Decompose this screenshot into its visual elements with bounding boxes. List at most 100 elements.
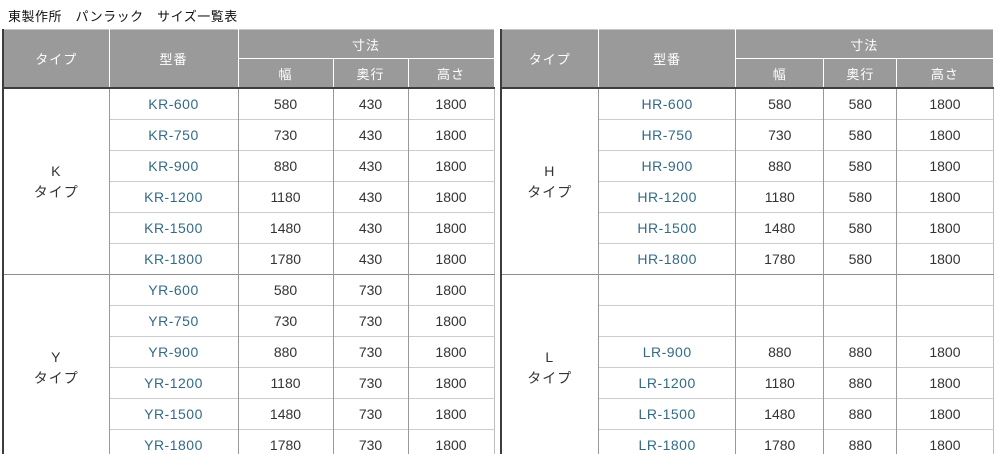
model-link[interactable]: KR-600 (148, 96, 199, 112)
col-header-width: 幅 (237, 58, 334, 89)
width-value: 580 (237, 87, 333, 120)
col-header-model: 型番 (598, 29, 737, 89)
depth-value: 880 (823, 336, 897, 368)
type-label-L: L タイプ (499, 274, 599, 454)
height-value: 1800 (407, 150, 494, 182)
table-row: KR-1200 1180 430 1800 (3, 181, 494, 213)
height-value: 1800 (407, 87, 494, 120)
model-cell: HR-600 (598, 87, 736, 120)
col-header-dims: 寸法 (237, 29, 495, 59)
width-value: 880 (735, 336, 824, 368)
table-body-left: K タイプ KR-600 580 430 1800 KR-750 730 430 1800 KR-9… (2, 87, 494, 454)
table-row: HR-1500 1480 580 1800 (501, 212, 993, 244)
model-cell: YR-600 (108, 274, 238, 306)
size-table-right: タイプ 型番 寸法 幅 奥行 高さ H タイプ HR-600 580 580 1800 HR… (499, 29, 994, 454)
size-table-left: タイプ 型番 寸法 幅 奥行 高さ K タイプ KR-600 580 430 1800 KR… (2, 29, 495, 454)
depth-value: 730 (332, 398, 408, 430)
model-link[interactable]: YR-1500 (144, 406, 203, 422)
model-cell: KR-900 (108, 150, 238, 182)
model-link[interactable]: LR-1200 (638, 375, 696, 391)
table-row: L タイプ (499, 274, 993, 454)
model-cell: YR-1200 (108, 367, 238, 399)
model-link[interactable]: YR-1200 (144, 375, 203, 391)
height-value: 1800 (407, 119, 494, 151)
height-value: 1800 (896, 336, 993, 368)
table-row: KR-1500 1480 430 1800 (3, 212, 494, 244)
model-link[interactable]: HR-900 (641, 158, 693, 174)
width-value (735, 305, 824, 337)
table-row: Y タイプ YR-600 580 730 1800 (2, 274, 494, 454)
model-link[interactable]: HR-750 (641, 127, 693, 143)
table-row: KR-1800 1780 430 1800 (3, 243, 494, 275)
model-link[interactable]: KR-1800 (144, 251, 203, 267)
col-header-width: 幅 (735, 58, 825, 89)
table-row: KR-900 880 430 1800 (3, 150, 494, 182)
model-link[interactable]: HR-1200 (637, 189, 697, 205)
width-value: 880 (237, 336, 333, 368)
table-row: HR-1800 1780 580 1800 (501, 243, 993, 275)
model-cell: KR-1200 (108, 181, 238, 213)
height-value: 1800 (896, 150, 993, 182)
width-value: 1480 (237, 212, 333, 244)
depth-value: 880 (823, 367, 897, 399)
depth-value: 430 (332, 87, 408, 120)
table-row: HR-900 880 580 1800 (501, 150, 993, 182)
model-link[interactable]: YR-900 (148, 344, 199, 360)
height-value: 1800 (407, 367, 494, 399)
model-link[interactable]: HR-1800 (637, 251, 697, 267)
table-header: タイプ 型番 寸法 幅 奥行 高さ (2, 29, 495, 89)
table-row: LR-1200 1180 880 1800 (501, 367, 993, 399)
model-link[interactable]: YR-600 (148, 282, 199, 298)
model-link[interactable]: KR-750 (148, 127, 199, 143)
col-header-type: タイプ (499, 29, 600, 89)
model-link[interactable]: KR-1500 (144, 220, 203, 236)
type-word: タイプ (33, 369, 79, 386)
type-letter: Y (51, 349, 62, 366)
model-link[interactable]: LR-1800 (638, 437, 696, 453)
model-link[interactable]: YR-1800 (144, 437, 203, 453)
table-row: YR-1800 1780 730 1800 (3, 429, 494, 454)
depth-value: 430 (332, 243, 408, 275)
col-header-depth: 奥行 (823, 58, 898, 89)
height-value: 1800 (407, 181, 494, 213)
table-row: YR-1200 1180 730 1800 (3, 367, 494, 399)
table-row: YR-900 880 730 1800 (3, 336, 494, 368)
model-link[interactable]: YR-750 (148, 313, 199, 329)
depth-value (823, 274, 897, 306)
model-link[interactable]: HR-1500 (637, 220, 697, 236)
tables-row: タイプ 型番 寸法 幅 奥行 高さ K タイプ KR-600 580 430 1800 KR… (2, 29, 997, 454)
model-cell: KR-1800 (108, 243, 238, 275)
model-link[interactable]: LR-1500 (638, 406, 696, 422)
width-value: 1180 (237, 181, 333, 213)
depth-value: 730 (332, 367, 408, 399)
width-value: 1480 (237, 398, 333, 430)
model-cell: LR-1500 (598, 398, 736, 430)
model-link[interactable]: KR-1200 (144, 189, 203, 205)
height-value: 1800 (896, 398, 993, 430)
depth-value: 430 (332, 212, 408, 244)
width-value: 1780 (237, 429, 333, 454)
model-link[interactable]: KR-900 (148, 158, 199, 174)
width-value: 1780 (735, 429, 824, 454)
model-link[interactable]: HR-600 (641, 96, 693, 112)
depth-value: 580 (823, 119, 897, 151)
type-word: タイプ (33, 183, 79, 200)
table-row: YR-1500 1480 730 1800 (3, 398, 494, 430)
model-cell: LR-900 (598, 336, 736, 368)
model-link[interactable]: LR-900 (642, 344, 692, 360)
model-cell: KR-1500 (108, 212, 238, 244)
depth-value: 880 (823, 429, 897, 454)
model-cell: HR-1800 (598, 243, 736, 275)
depth-value: 580 (823, 243, 897, 275)
depth-value: 730 (332, 305, 408, 337)
width-value: 580 (735, 87, 824, 120)
model-cell: YR-1800 (108, 429, 238, 454)
height-value: 1800 (407, 243, 494, 275)
height-value: 1800 (896, 181, 993, 213)
width-value: 730 (237, 119, 333, 151)
col-header-height: 高さ (407, 58, 495, 89)
height-value: 1800 (896, 87, 993, 120)
height-value: 1800 (407, 336, 494, 368)
table-row: HR-750 730 580 1800 (501, 119, 993, 151)
table-row: H タイプ HR-600 580 580 1800 (499, 87, 993, 275)
